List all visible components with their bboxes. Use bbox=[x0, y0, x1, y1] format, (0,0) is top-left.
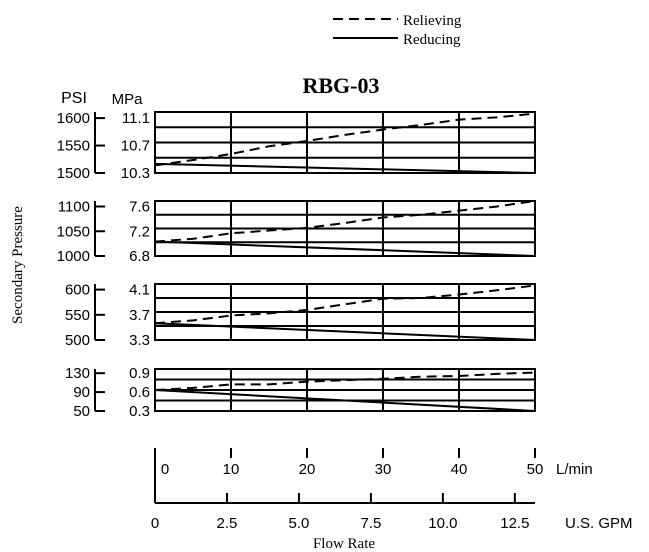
mpa-tick-label: 11.1 bbox=[122, 110, 150, 127]
psi-tick-label: 550 bbox=[65, 307, 90, 324]
panel-2: 1100 1050 1000 7.6 7.2 6.8 bbox=[57, 199, 536, 265]
gpm-tick-label: 5.0 bbox=[289, 515, 310, 532]
psi-tick-label: 1100 bbox=[58, 199, 90, 216]
mpa-tick-label: 6.8 bbox=[129, 248, 150, 265]
psi-axis-header: PSI bbox=[61, 90, 87, 107]
psi-tick-label: 1600 bbox=[57, 110, 90, 127]
panel-1: 1600 1550 1500 11.1 10.7 10.3 bbox=[57, 110, 536, 182]
mpa-tick-label: 0.9 bbox=[129, 365, 150, 382]
relieving-line bbox=[154, 284, 536, 325]
psi-tick-label: 130 bbox=[65, 365, 90, 382]
lpm-tick-label: 30 bbox=[375, 461, 392, 478]
mpa-tick-label: 0.6 bbox=[129, 384, 150, 401]
mpa-tick-label: 10.7 bbox=[121, 138, 150, 155]
legend: Relieving Reducing bbox=[333, 13, 462, 48]
reducing-line bbox=[154, 162, 536, 174]
gpm-tick-label: 12.5 bbox=[500, 515, 529, 532]
legend-relieving-label: Relieving bbox=[403, 13, 462, 29]
psi-tick-label: 1500 bbox=[57, 165, 90, 182]
relieving-line bbox=[154, 200, 536, 243]
psi-tick-label: 1000 bbox=[57, 248, 90, 265]
mpa-axis-header: MPa bbox=[112, 91, 144, 108]
gpm-unit-label: U.S. GPM bbox=[565, 515, 633, 532]
reducing-line bbox=[154, 389, 536, 412]
mpa-tick-label: 4.1 bbox=[129, 282, 150, 299]
mpa-tick-label: 0.3 bbox=[129, 403, 150, 420]
lpm-tick-label: 0 bbox=[161, 461, 169, 478]
mpa-tick-label: 3.3 bbox=[129, 332, 150, 349]
gpm-tick-label: 10.0 bbox=[428, 515, 457, 532]
lpm-tick-label: 10 bbox=[223, 461, 240, 478]
lpm-unit-label: L/min bbox=[556, 461, 593, 478]
mpa-tick-label: 7.2 bbox=[129, 223, 150, 240]
mpa-tick-label: 10.3 bbox=[121, 165, 150, 182]
psi-tick-label: 50 bbox=[73, 403, 90, 420]
lpm-tick-label: 20 bbox=[299, 461, 316, 478]
lpm-tick-label: 50 bbox=[527, 461, 544, 478]
relieving-line bbox=[154, 371, 536, 391]
psi-tick-label: 1050 bbox=[57, 223, 90, 240]
panel-3: 600 550 500 4.1 3.7 3.3 bbox=[65, 282, 536, 349]
mpa-tick-label: 7.6 bbox=[129, 199, 150, 216]
psi-tick-label: 90 bbox=[73, 384, 90, 401]
gpm-tick-label: 2.5 bbox=[217, 515, 238, 532]
y-axis-label: Secondary Pressure bbox=[10, 206, 26, 324]
x-axis-group: 0 10 20 30 40 50 L/min 0 2.5 5.0 7.5 10.0 12.5 U.S. G… bbox=[151, 448, 633, 532]
lpm-tick-label: 40 bbox=[451, 461, 468, 478]
psi-tick-label: 1550 bbox=[57, 138, 90, 155]
gpm-tick-label: 0 bbox=[151, 515, 159, 532]
chart-panels: 1600 1550 1500 11.1 10.7 10.3 1100 1050 1000 7.6 7… bbox=[57, 110, 536, 420]
mpa-tick-label: 3.7 bbox=[129, 307, 150, 324]
reducing-line bbox=[154, 240, 536, 257]
x-axis-label: Flow Rate bbox=[313, 536, 375, 552]
legend-reducing-label: Reducing bbox=[403, 32, 461, 48]
relieving-line bbox=[154, 112, 536, 167]
panel-4: 130 90 50 0.9 0.6 0.3 bbox=[65, 365, 536, 420]
psi-tick-label: 600 bbox=[65, 282, 90, 299]
chart-title: RBG-03 bbox=[303, 73, 380, 98]
psi-tick-label: 500 bbox=[65, 332, 90, 349]
reducing-line bbox=[154, 322, 536, 341]
gpm-tick-label: 7.5 bbox=[360, 515, 381, 532]
